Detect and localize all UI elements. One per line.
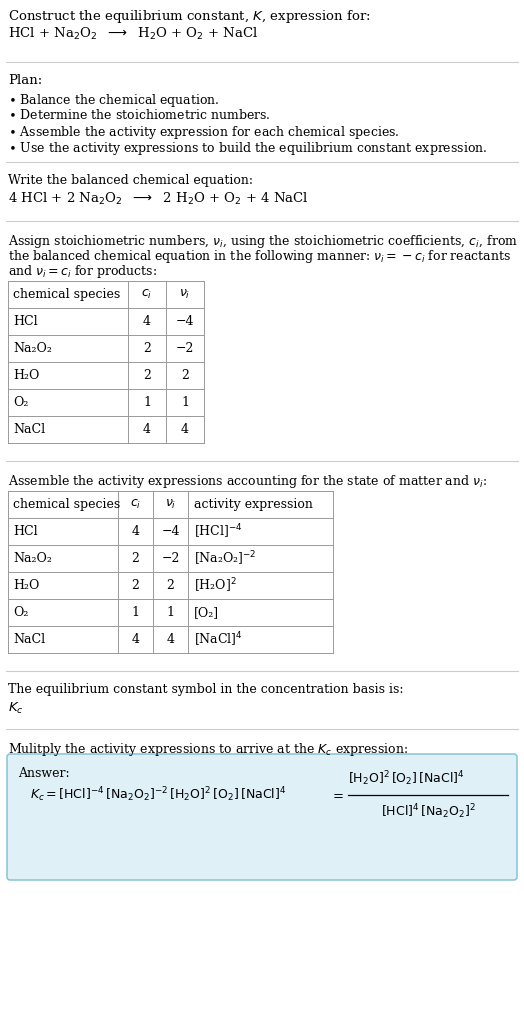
Text: $c_i$: $c_i$ bbox=[130, 498, 141, 512]
Text: $K_c = [\mathrm{HCl}]^{-4}\,[\mathrm{Na_2O_2}]^{-2}\,[\mathrm{H_2O}]^{2}\,[\math: $K_c = [\mathrm{HCl}]^{-4}\,[\mathrm{Na_… bbox=[30, 786, 287, 804]
Text: $\nu_i$: $\nu_i$ bbox=[179, 288, 191, 301]
Text: the balanced chemical equation in the following manner: $\nu_i = -c_i$ for react: the balanced chemical equation in the fo… bbox=[8, 248, 511, 265]
Text: $\bullet$ Balance the chemical equation.: $\bullet$ Balance the chemical equation. bbox=[8, 92, 220, 109]
Text: H₂O: H₂O bbox=[13, 369, 39, 382]
Text: 2: 2 bbox=[167, 579, 174, 592]
Text: 1: 1 bbox=[132, 606, 139, 619]
Text: Mulitply the activity expressions to arrive at the $K_c$ expression:: Mulitply the activity expressions to arr… bbox=[8, 741, 408, 758]
Text: O₂: O₂ bbox=[13, 606, 28, 619]
Text: 2: 2 bbox=[143, 342, 151, 355]
Text: [NaCl]$^4$: [NaCl]$^4$ bbox=[194, 631, 243, 649]
Text: Assign stoichiometric numbers, $\nu_i$, using the stoichiometric coefficients, $: Assign stoichiometric numbers, $\nu_i$, … bbox=[8, 233, 518, 250]
Text: 4: 4 bbox=[181, 423, 189, 436]
Text: Write the balanced chemical equation:: Write the balanced chemical equation: bbox=[8, 174, 253, 187]
Text: Construct the equilibrium constant, $K$, expression for:: Construct the equilibrium constant, $K$,… bbox=[8, 8, 370, 25]
Text: Assemble the activity expressions accounting for the state of matter and $\nu_i$: Assemble the activity expressions accoun… bbox=[8, 473, 487, 490]
Text: 2: 2 bbox=[132, 579, 139, 592]
Text: 1: 1 bbox=[181, 396, 189, 409]
Text: [HCl]$^{-4}$: [HCl]$^{-4}$ bbox=[194, 523, 243, 541]
Text: HCl: HCl bbox=[13, 315, 38, 328]
Text: −4: −4 bbox=[161, 525, 180, 538]
Text: 4: 4 bbox=[143, 423, 151, 436]
Text: $\nu_i$: $\nu_i$ bbox=[165, 498, 176, 512]
Text: activity expression: activity expression bbox=[194, 498, 313, 511]
Text: $\bullet$ Assemble the activity expression for each chemical species.: $\bullet$ Assemble the activity expressi… bbox=[8, 124, 400, 141]
Text: Answer:: Answer: bbox=[18, 767, 70, 780]
FancyBboxPatch shape bbox=[7, 754, 517, 880]
Text: −2: −2 bbox=[161, 552, 180, 565]
Text: 2: 2 bbox=[181, 369, 189, 382]
Text: H₂O: H₂O bbox=[13, 579, 39, 592]
Text: 4: 4 bbox=[132, 633, 139, 646]
Text: NaCl: NaCl bbox=[13, 633, 45, 646]
Text: 1: 1 bbox=[167, 606, 174, 619]
Text: [Na₂O₂]$^{-2}$: [Na₂O₂]$^{-2}$ bbox=[194, 549, 256, 567]
Text: $=$: $=$ bbox=[330, 788, 344, 801]
Text: −4: −4 bbox=[176, 315, 194, 328]
Text: $K_c$: $K_c$ bbox=[8, 701, 24, 716]
Text: NaCl: NaCl bbox=[13, 423, 45, 436]
Text: HCl + Na$_2$O$_2$  $\longrightarrow$  H$_2$O + O$_2$ + NaCl: HCl + Na$_2$O$_2$ $\longrightarrow$ H$_2… bbox=[8, 26, 258, 42]
Text: $[\mathrm{HCl}]^{4}\,[\mathrm{Na_2O_2}]^{2}$: $[\mathrm{HCl}]^{4}\,[\mathrm{Na_2O_2}]^… bbox=[380, 802, 475, 822]
Text: Na₂O₂: Na₂O₂ bbox=[13, 552, 52, 565]
Text: 1: 1 bbox=[143, 396, 151, 409]
Text: −2: −2 bbox=[176, 342, 194, 355]
Text: chemical species: chemical species bbox=[13, 498, 120, 511]
Text: 4: 4 bbox=[132, 525, 139, 538]
Text: 4: 4 bbox=[143, 315, 151, 328]
Text: $[\mathrm{H_2O}]^{2}\,[\mathrm{O_2}]\,[\mathrm{NaCl}]^{4}$: $[\mathrm{H_2O}]^{2}\,[\mathrm{O_2}]\,[\… bbox=[348, 770, 465, 788]
Text: Plan:: Plan: bbox=[8, 74, 42, 87]
Text: $\bullet$ Determine the stoichiometric numbers.: $\bullet$ Determine the stoichiometric n… bbox=[8, 108, 270, 122]
Text: [O₂]: [O₂] bbox=[194, 606, 219, 619]
Text: [H₂O]$^2$: [H₂O]$^2$ bbox=[194, 577, 237, 595]
Text: The equilibrium constant symbol in the concentration basis is:: The equilibrium constant symbol in the c… bbox=[8, 683, 403, 696]
Text: 4: 4 bbox=[167, 633, 174, 646]
Text: $\bullet$ Use the activity expressions to build the equilibrium constant express: $\bullet$ Use the activity expressions t… bbox=[8, 140, 487, 157]
Text: HCl: HCl bbox=[13, 525, 38, 538]
Text: $c_i$: $c_i$ bbox=[141, 288, 152, 301]
Text: O₂: O₂ bbox=[13, 396, 28, 409]
Text: Na₂O₂: Na₂O₂ bbox=[13, 342, 52, 355]
Text: 4 HCl + 2 Na$_2$O$_2$  $\longrightarrow$  2 H$_2$O + O$_2$ + 4 NaCl: 4 HCl + 2 Na$_2$O$_2$ $\longrightarrow$ … bbox=[8, 191, 309, 207]
Text: 2: 2 bbox=[132, 552, 139, 565]
Text: chemical species: chemical species bbox=[13, 288, 120, 301]
Text: 2: 2 bbox=[143, 369, 151, 382]
Text: and $\nu_i = c_i$ for products:: and $\nu_i = c_i$ for products: bbox=[8, 263, 157, 280]
